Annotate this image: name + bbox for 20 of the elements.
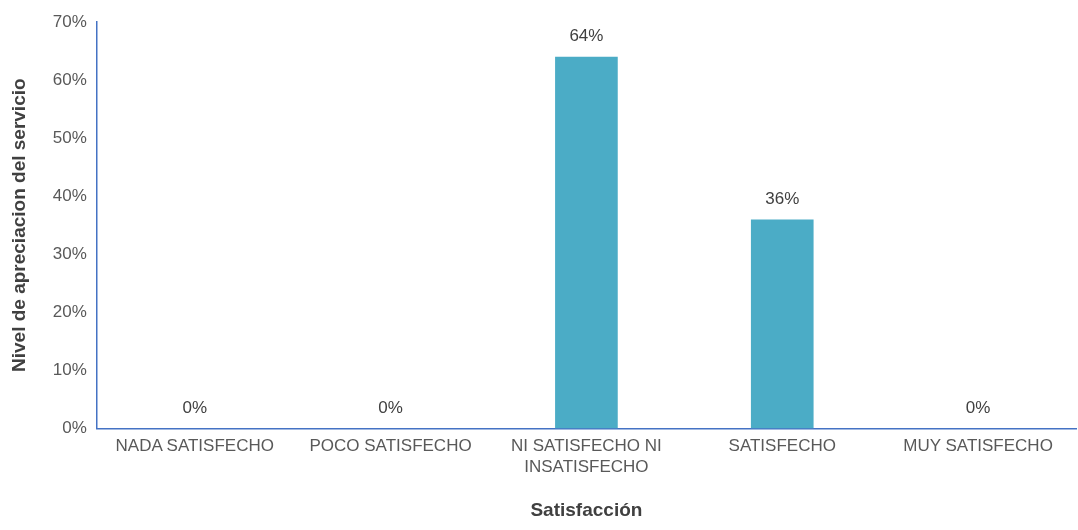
x-tick-label: SATISFECHO: [728, 436, 836, 456]
y-tick-label: 30%: [52, 243, 87, 263]
data-label: 64%: [569, 26, 604, 46]
data-label: 36%: [765, 188, 800, 208]
y-tick-label: 0%: [62, 418, 87, 438]
x-tick-label: NI SATISFECHO NI INSATISFECHO: [511, 436, 662, 476]
x-tick-label: POCO SATISFECHO: [309, 436, 472, 456]
y-tick-label: 20%: [52, 301, 87, 321]
y-tick-label: 40%: [52, 185, 87, 205]
y-tick-label: 50%: [52, 127, 87, 147]
y-tick-label: 10%: [52, 360, 87, 380]
x-axis-title: Satisfacción: [530, 498, 643, 520]
data-label: 0%: [378, 397, 403, 417]
data-label: 0%: [965, 397, 991, 417]
y-axis-title: Nivel de apreciacion del servicio: [7, 78, 29, 372]
data-label: 0%: [182, 397, 208, 417]
y-tick-label: 70%: [52, 11, 87, 31]
y-tick-label: 60%: [52, 69, 87, 89]
x-tick-label: MUY SATISFECHO: [903, 436, 1053, 456]
x-tick-label: NADA SATISFECHO: [115, 436, 274, 456]
